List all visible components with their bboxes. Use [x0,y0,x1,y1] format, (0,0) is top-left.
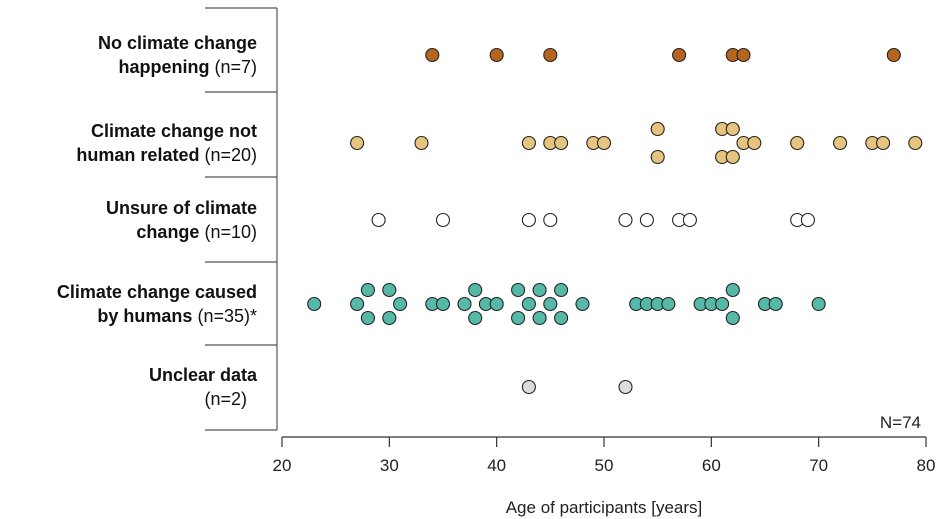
group-label-line1: Climate change caused [57,282,257,302]
data-point [457,296,472,312]
data-point [618,379,633,395]
group-separators [205,7,278,431]
group-label-name-part: human related [76,145,204,165]
data-point [543,212,558,228]
group-label-line1: Unsure of climate [106,198,257,218]
data-point [554,310,569,326]
data-point [715,296,730,312]
data-point [468,282,483,298]
data-point [307,296,322,312]
data-point [768,296,783,312]
group-label-line2: by humans (n=35)* [97,306,257,326]
data-point [414,135,429,151]
data-point [886,47,901,63]
group-label-name-part: by humans [97,306,197,326]
data-point [639,212,654,228]
data-point [661,296,676,312]
group-count-label: (n=10) [204,222,257,242]
data-point [371,212,386,228]
data-point [800,212,815,228]
data-point [650,149,665,165]
data-point [393,296,408,312]
data-point [489,47,504,63]
data-point [682,212,697,228]
x-tick-label: 40 [487,456,506,475]
group-label-name-part: change [136,222,204,242]
total-count-label: N=74 [880,413,921,432]
group-label-line2: change (n=10) [136,222,257,242]
x-tick-label: 30 [380,456,399,475]
x-tick-label: 80 [917,456,936,475]
data-point [511,310,526,326]
data-point [725,149,740,165]
group-label-line1: No climate change [98,33,257,53]
data-point [543,296,558,312]
data-point [532,282,547,298]
data-points [307,47,923,395]
group-label-line2: happening (n=7) [118,57,257,77]
data-point [532,310,547,326]
data-point [811,296,826,312]
data-point [596,135,612,151]
data-point [382,310,397,326]
data-point [575,296,590,312]
data-point [521,379,536,395]
data-point [554,282,569,298]
data-point [650,121,665,137]
data-point [736,47,751,63]
group-count-label: (n=20) [204,145,257,165]
data-point [833,135,848,151]
group-label-line2: (n=2) [204,389,247,409]
data-point [747,135,762,151]
group-count-label: (n=35)* [197,306,257,326]
group-labels: No climate change happening (n=7) Climate … [57,33,258,409]
data-point [725,121,740,137]
data-point [360,282,375,298]
data-point [618,212,633,228]
data-point [725,282,740,298]
group-count-label: (n=2) [204,389,247,409]
data-point [725,310,740,326]
data-point [382,282,397,298]
data-point [876,135,891,151]
data-point [468,310,483,326]
data-point [435,296,451,312]
x-tick-label: 50 [595,456,614,475]
data-point [543,47,558,63]
data-point [350,135,365,151]
group-count-label: (n=7) [214,57,257,77]
group-label-line1: Unclear data [149,365,258,385]
group-label-line2: human related (n=20) [76,145,257,165]
x-tick-label: 70 [809,456,828,475]
data-point [360,310,375,326]
data-point [521,296,536,312]
data-point [521,212,536,228]
data-point [425,47,440,63]
x-tick-label: 60 [702,456,721,475]
data-point [790,135,805,151]
group-label-name-part: happening [118,57,214,77]
data-point [521,135,536,151]
data-point [554,135,569,151]
x-tick-label: 20 [273,456,292,475]
group-label-line1: Climate change not [91,121,257,141]
data-point [350,296,365,312]
data-point [435,212,451,228]
x-axis: 20 30 40 50 60 70 80 [273,436,936,475]
x-axis-title: Age of participants [years] [506,498,703,517]
data-point [672,47,687,63]
data-point [489,296,504,312]
data-point [908,135,923,151]
data-point [511,282,526,298]
